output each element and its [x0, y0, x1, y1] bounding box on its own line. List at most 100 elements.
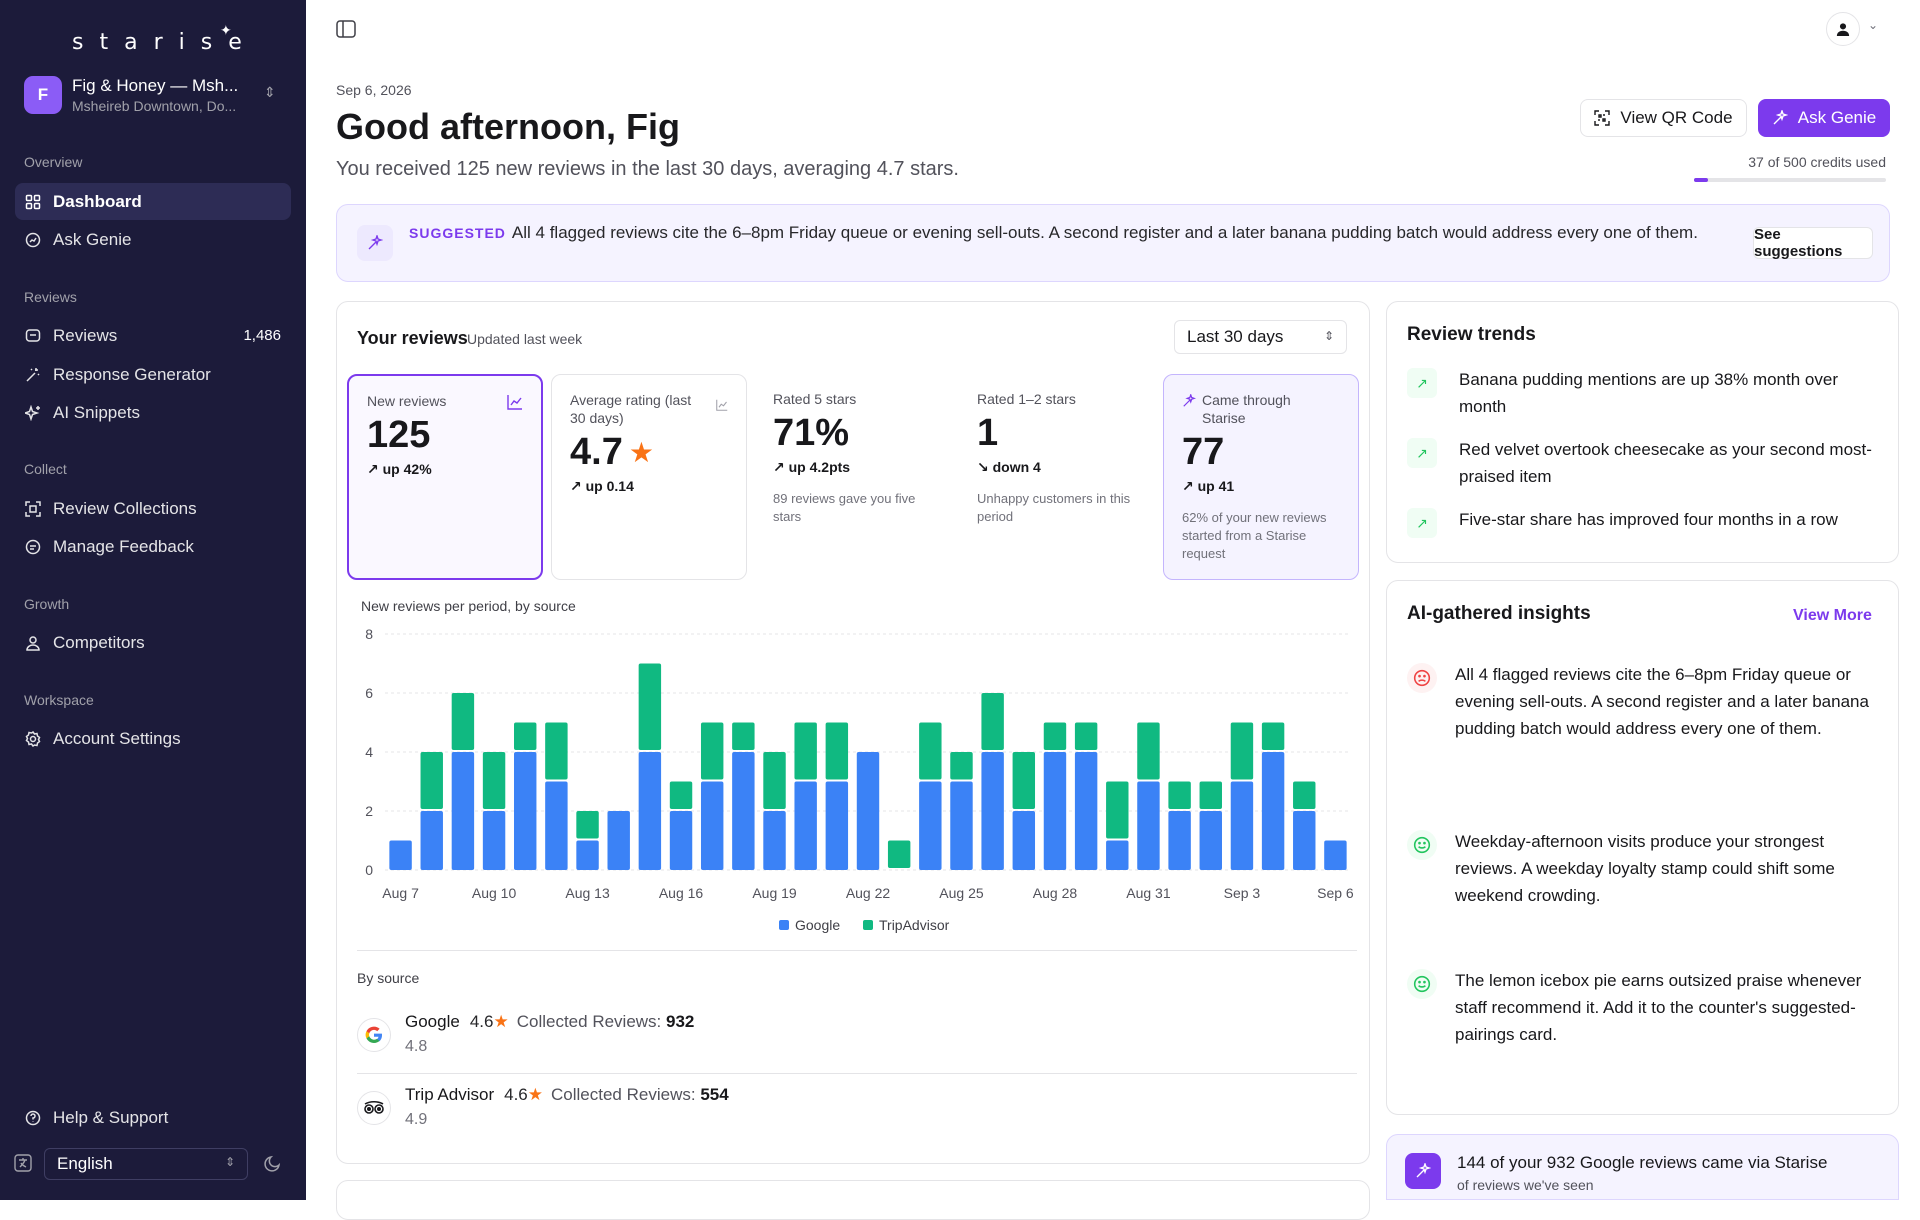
credits-progress-fill [1694, 178, 1709, 182]
insight-text: Weekday-afternoon visits produce your st… [1455, 832, 1835, 905]
arrow-up-right-icon: ↗ [1407, 508, 1437, 538]
bar-tripadvisor [514, 722, 537, 750]
divider [357, 1073, 1357, 1074]
bar-google [576, 840, 599, 870]
moon-icon[interactable] [264, 1154, 282, 1172]
logo: starise [72, 30, 258, 55]
sidebar-item-account-settings[interactable]: Account Settings [15, 720, 291, 757]
stat-card[interactable]: Came through Starise 77 ↗ up 41 62% of your… [1163, 374, 1359, 580]
suggestion-body: All 4 flagged reviews cite the 6–8pm Fri… [511, 223, 1698, 242]
bar-google [763, 811, 786, 870]
arrow-down-right-icon: ↘ [977, 459, 989, 475]
stat-value: 4.7 ★ [570, 431, 728, 474]
bar-google [1199, 811, 1222, 870]
bar-tripadvisor [732, 722, 755, 750]
feedback-icon [25, 539, 41, 555]
user-icon [1836, 23, 1850, 36]
sidebar-item-manage-feedback[interactable]: Manage Feedback [15, 528, 291, 565]
collected-label: Collected Reviews: [516, 1012, 662, 1031]
see-suggestions-button[interactable]: See suggestions [1753, 226, 1873, 260]
x-tick-label: Aug 31 [1126, 885, 1171, 901]
sidebar-item-label: Ask Genie [53, 229, 132, 249]
sidebar-item-review-collections[interactable]: Review Collections [15, 490, 291, 527]
bar-google [389, 840, 412, 870]
language-select[interactable]: English ⇕ [44, 1148, 248, 1180]
sidebar-item-response-generator[interactable]: Response Generator [15, 356, 291, 393]
bar-tripadvisor [1043, 722, 1067, 750]
x-tick-label: Sep 3 [1224, 885, 1261, 901]
stat-delta: ↗ up 41 [1182, 478, 1340, 495]
bar-tripadvisor [420, 752, 443, 809]
chevron-down-icon[interactable]: ⌄ [1868, 18, 1879, 32]
sidebar-item-help[interactable]: Help & Support [15, 1099, 291, 1136]
user-menu-button[interactable] [1826, 12, 1860, 46]
arrow-up-right-icon: ↗ [773, 459, 785, 475]
sidebar-item-label: Review Collections [53, 498, 197, 518]
bar-google [794, 781, 817, 870]
stat-label: New reviews [367, 393, 447, 409]
ask-genie-button[interactable]: Ask Genie [1758, 99, 1890, 137]
bar-google [451, 752, 475, 870]
sidebar-item-ask-genie[interactable]: Ask Genie [15, 221, 291, 258]
arrow-up-right-icon: ↗ [367, 461, 379, 477]
sparkles-icon [1773, 110, 1788, 125]
star-icon: ★ [527, 1085, 544, 1104]
arrow-up-right-icon: ↗ [570, 478, 582, 494]
x-tick-label: Aug 25 [939, 885, 984, 901]
bar-tripadvisor [638, 663, 662, 750]
source-rating: 4.6 [469, 1012, 494, 1031]
bar-tripadvisor [451, 693, 475, 750]
view-more-link[interactable]: View More [1793, 607, 1872, 624]
sidebar-item-label: Dashboard [53, 191, 142, 211]
gear-icon [25, 730, 41, 747]
sidebar-item-reviews[interactable]: Reviews 1,486 [15, 317, 291, 354]
stat-card[interactable]: New reviews 125 ↗ up 42% [347, 374, 543, 580]
arrow-up-right-icon: ↗ [1182, 478, 1194, 494]
current-date: Sep 6, 2026 [336, 82, 412, 98]
via-subtext: of reviews we've seen [1457, 1177, 1594, 1193]
bar-google [825, 781, 849, 870]
sidebar-item-competitors[interactable]: Competitors [15, 624, 291, 661]
card-title: Review trends [1407, 324, 1536, 345]
line-chart-icon[interactable] [716, 399, 728, 411]
section-label-reviews: Reviews [24, 289, 77, 305]
star-icon: ★ [628, 437, 654, 468]
stat-delta: ↗ up 42% [367, 461, 523, 478]
org-switcher[interactable]: F Fig & Honey — Msh... Msheireb Downtown… [24, 76, 286, 116]
source-sub-rating: 4.8 [405, 1038, 428, 1055]
stat-card[interactable]: Average rating (last 30 days) 4.7 ★ ↗ up 0.… [551, 374, 747, 580]
collected-count: 932 [666, 1012, 695, 1031]
bar-google [514, 752, 537, 870]
sidebar-item-label: Help & Support [53, 1107, 169, 1127]
bar-tripadvisor [825, 722, 849, 780]
x-tick-label: Aug 13 [565, 885, 610, 901]
period-select[interactable]: Last 30 days ⇕ [1174, 320, 1347, 354]
bar-google [700, 781, 724, 870]
bar-tripadvisor [1074, 722, 1098, 750]
sidebar-item-dashboard[interactable]: Dashboard [15, 183, 291, 220]
bar-google [545, 781, 568, 870]
collected-count: 554 [700, 1085, 729, 1104]
stat-value-text: 125 [367, 414, 431, 456]
chevron-updown-icon: ⇕ [1323, 329, 1334, 343]
tripadvisor-logo-icon [357, 1091, 391, 1125]
stat-label: Average rating (last 30 days) [570, 392, 692, 426]
stat-label: Rated 1–2 stars [977, 391, 1076, 407]
arrow-up-right-icon: ↗ [1407, 438, 1437, 468]
legend-label-tripadvisor: TripAdvisor [879, 917, 950, 933]
sidebar-toggle-icon[interactable] [336, 20, 356, 38]
stat-card[interactable]: Rated 1–2 stars 1 ↘ down 4 Unhappy customer… [959, 374, 1155, 580]
sidebar-item-ai-snippets[interactable]: AI Snippets [15, 394, 291, 431]
view-qr-code-button[interactable]: View QR Code [1580, 99, 1747, 137]
stat-delta-text: up 41 [1197, 478, 1235, 494]
y-tick-label: 8 [365, 626, 373, 642]
stat-value-text: 4.7 [570, 431, 623, 473]
stat-value-text: 1 [977, 412, 999, 454]
line-chart-icon[interactable] [507, 394, 523, 410]
stat-card[interactable]: Rated 5 stars 71% ↗ up 4.2pts 89 reviews ga… [755, 374, 951, 580]
sparkles-icon [1183, 394, 1196, 407]
y-tick-label: 0 [365, 862, 373, 878]
smile-icon [1407, 969, 1437, 999]
source-rating: 4.6 [504, 1085, 528, 1104]
bar-tripadvisor [482, 752, 506, 809]
